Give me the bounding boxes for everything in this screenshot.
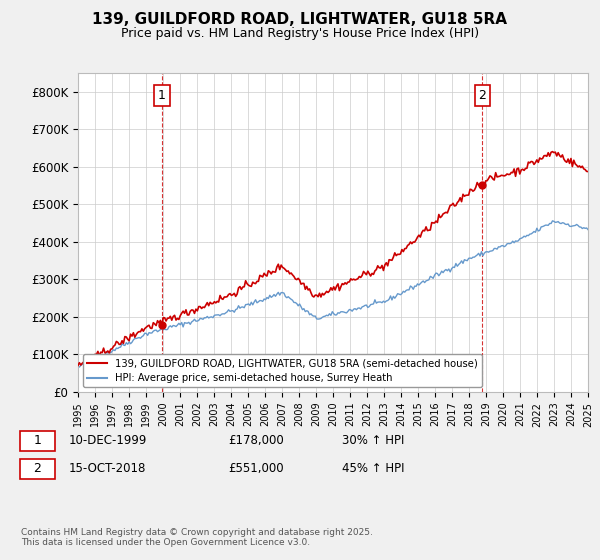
Text: 15-OCT-2018: 15-OCT-2018 <box>69 462 146 475</box>
Text: £178,000: £178,000 <box>228 434 284 447</box>
Legend: 139, GUILDFORD ROAD, LIGHTWATER, GU18 5RA (semi-detached house), HPI: Average pr: 139, GUILDFORD ROAD, LIGHTWATER, GU18 5R… <box>83 354 482 387</box>
Text: 45% ↑ HPI: 45% ↑ HPI <box>342 462 404 475</box>
Text: 2: 2 <box>478 89 487 102</box>
Text: 2: 2 <box>34 462 41 475</box>
Text: 139, GUILDFORD ROAD, LIGHTWATER, GU18 5RA: 139, GUILDFORD ROAD, LIGHTWATER, GU18 5R… <box>92 12 508 27</box>
Text: 10-DEC-1999: 10-DEC-1999 <box>69 434 148 447</box>
Text: 1: 1 <box>158 89 166 102</box>
FancyBboxPatch shape <box>20 431 55 451</box>
Text: Contains HM Land Registry data © Crown copyright and database right 2025.
This d: Contains HM Land Registry data © Crown c… <box>21 528 373 547</box>
Text: £551,000: £551,000 <box>228 462 284 475</box>
Text: 30% ↑ HPI: 30% ↑ HPI <box>342 434 404 447</box>
Text: 1: 1 <box>34 434 41 447</box>
Text: Price paid vs. HM Land Registry's House Price Index (HPI): Price paid vs. HM Land Registry's House … <box>121 27 479 40</box>
FancyBboxPatch shape <box>20 459 55 479</box>
